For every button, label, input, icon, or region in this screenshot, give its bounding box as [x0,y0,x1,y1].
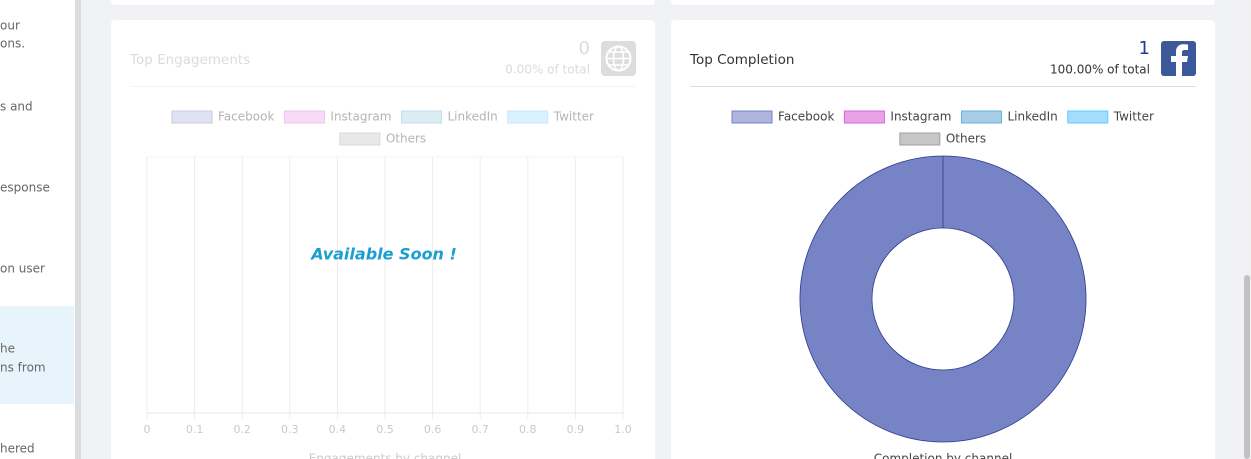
card-above [671,0,1215,5]
x-tick-label: 0.9 [567,423,585,436]
x-tick-label: 0.3 [281,423,299,436]
doughnut-slice [799,155,1087,443]
legend-label: Twitter [1113,110,1154,124]
axis: 0 0.1 0.2 0.3 0.4 0.5 0.6 0.7 0.8 0.9 1.0 Engagemen… [144,156,632,459]
x-tick-label: 0.7 [471,423,489,436]
axis-title: Completion by channel [874,452,1013,459]
card-title: Top Engagements [129,52,250,68]
x-tick-label: 0.5 [376,423,394,436]
x-tick-label: 0.1 [186,423,204,436]
legend: Facebook Instagram LinkedIn Twitter Others [731,110,1154,146]
legend-swatch [960,110,1002,124]
legend-label: Instagram [330,110,391,124]
legend-label: Facebook [778,110,834,124]
card-title: Top Completion [689,52,794,68]
legend-swatch [339,132,381,146]
sidebar-text: hered [0,442,35,456]
card-content: Top Completion 1 100.00% of total [689,38,1196,87]
legend-swatch [171,110,213,124]
sidebar-text: on user [0,262,45,276]
legend-swatch [731,110,773,124]
x-tick-label: 0.8 [519,423,537,436]
x-tick-label: 0.4 [329,423,347,436]
legend-label: Instagram [890,110,951,124]
legend-label: Twitter [553,110,594,124]
axis-title: Engagements by channel [309,452,462,459]
sidebar-text: ns from [0,361,46,375]
card [671,20,1215,459]
x-tick-label: 0 [144,423,151,436]
scrollbar-thumb[interactable] [1244,275,1250,459]
sidebar-border [75,0,81,459]
card-above [111,0,655,5]
scrollbar [1243,0,1251,459]
sidebar-highlight [0,306,74,404]
sidebar-text: s and [0,100,33,114]
legend-swatch [899,132,941,146]
card-content: Top Engagements 0 0.00% of total [129,38,636,87]
sidebar-text: he [0,342,15,356]
legend-label: LinkedIn [447,110,497,124]
legend-label: Others [946,132,986,146]
legend-label: LinkedIn [1007,110,1057,124]
facebook-icon [1161,41,1196,76]
sidebar-text: esponse [0,181,50,195]
legend-swatch [507,110,549,124]
card-share: 0.00% of total [505,63,590,77]
legend-label: Facebook [218,110,274,124]
sidebar-text: ons. [0,37,25,51]
card [111,20,655,459]
overlay-message: Available Soon ! [309,245,457,264]
legend-swatch [1067,110,1109,124]
card-total: 0 [579,38,590,59]
card-share: 100.00% of total [1050,63,1150,77]
card-total: 1 [1139,38,1150,59]
legend-swatch [283,110,325,124]
legend: Facebook Instagram LinkedIn Twitter Others [171,110,594,146]
globe-icon [601,41,636,76]
x-tick-label: 1.0 [614,423,632,436]
sidebar-text: our [0,19,20,33]
legend-swatch [400,110,442,124]
legend-swatch [843,110,885,124]
x-tick-label: 0.6 [424,423,442,436]
x-tick-label: 0.2 [233,423,251,436]
legend-label: Others [386,132,426,146]
